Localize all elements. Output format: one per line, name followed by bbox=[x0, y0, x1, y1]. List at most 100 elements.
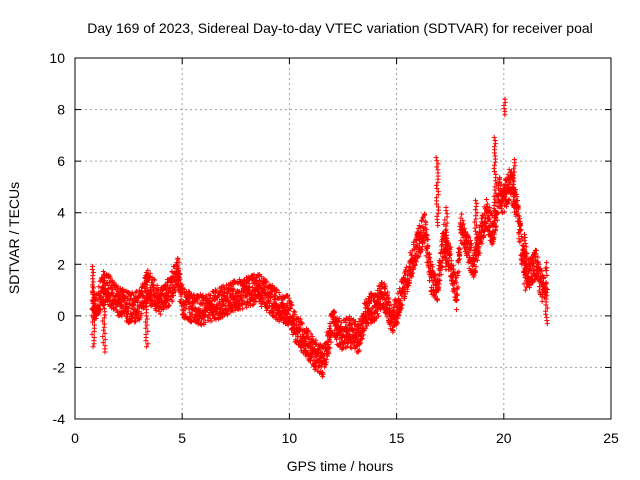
data-point bbox=[358, 331, 364, 337]
data-point bbox=[383, 283, 389, 289]
data-point bbox=[448, 258, 454, 264]
data-point bbox=[152, 277, 158, 283]
data-point bbox=[420, 215, 426, 221]
data-point bbox=[533, 248, 539, 254]
data-point bbox=[421, 238, 427, 244]
data-point bbox=[443, 263, 449, 269]
data-point bbox=[514, 198, 520, 204]
data-point bbox=[443, 223, 449, 229]
data-point bbox=[522, 247, 528, 253]
data-point bbox=[472, 219, 478, 225]
data-point bbox=[516, 231, 522, 237]
data-point bbox=[505, 172, 511, 178]
data-point bbox=[91, 322, 97, 328]
data-point bbox=[479, 241, 485, 247]
data-point bbox=[102, 287, 108, 293]
data-point bbox=[323, 359, 329, 365]
data-point bbox=[492, 162, 498, 168]
data-point bbox=[101, 293, 107, 299]
data-point bbox=[421, 211, 427, 217]
data-point bbox=[172, 289, 178, 295]
data-point bbox=[473, 213, 479, 219]
data-point bbox=[474, 231, 480, 237]
data-point bbox=[502, 96, 508, 102]
data-point bbox=[492, 196, 498, 202]
data-point bbox=[493, 141, 499, 147]
data-point bbox=[473, 269, 479, 275]
data-point bbox=[409, 270, 415, 276]
data-point bbox=[473, 253, 479, 259]
data-point bbox=[199, 321, 205, 327]
data-point bbox=[409, 274, 415, 280]
data-point bbox=[491, 193, 497, 199]
data-point bbox=[526, 281, 532, 287]
data-point bbox=[309, 334, 315, 340]
data-point bbox=[432, 293, 438, 299]
data-point bbox=[474, 200, 480, 206]
data-point bbox=[98, 306, 104, 312]
x-axis-label: GPS time / hours bbox=[287, 458, 394, 474]
data-point bbox=[523, 244, 529, 250]
data-point bbox=[412, 262, 418, 268]
data-point bbox=[305, 327, 311, 333]
data-point bbox=[522, 234, 528, 240]
data-point bbox=[344, 340, 350, 346]
data-point bbox=[457, 247, 463, 253]
data-point bbox=[109, 290, 115, 296]
data-point bbox=[427, 255, 433, 261]
data-point bbox=[388, 302, 394, 308]
data-point bbox=[472, 225, 478, 231]
data-point bbox=[90, 297, 96, 303]
data-point bbox=[90, 263, 96, 269]
data-point bbox=[378, 301, 384, 307]
data-point bbox=[196, 318, 202, 324]
data-point bbox=[145, 291, 151, 297]
data-point bbox=[361, 332, 367, 338]
data-point bbox=[543, 308, 549, 314]
data-point bbox=[280, 301, 286, 307]
data-point bbox=[517, 222, 523, 228]
data-point bbox=[395, 320, 401, 326]
data-point bbox=[493, 227, 499, 233]
data-point bbox=[433, 182, 439, 188]
data-point bbox=[512, 197, 518, 203]
data-point bbox=[139, 311, 145, 317]
data-point bbox=[130, 303, 136, 309]
x-tick-label: 20 bbox=[496, 430, 512, 446]
data-point bbox=[271, 313, 277, 319]
chart-title: Day 169 of 2023, Sidereal Day-to-day VTE… bbox=[87, 20, 593, 36]
data-point bbox=[170, 290, 176, 296]
data-point bbox=[433, 195, 439, 201]
data-point bbox=[540, 276, 546, 282]
data-point bbox=[491, 199, 497, 205]
data-point bbox=[289, 302, 295, 308]
data-point bbox=[536, 262, 542, 268]
x-tick-label: 10 bbox=[282, 430, 298, 446]
data-point bbox=[543, 267, 549, 273]
data-point bbox=[458, 238, 464, 244]
data-point bbox=[462, 226, 468, 232]
data-point bbox=[261, 296, 267, 302]
y-tick-label: 2 bbox=[57, 256, 65, 272]
data-point bbox=[336, 316, 342, 322]
data-point bbox=[143, 325, 149, 331]
data-point bbox=[402, 293, 408, 299]
data-point bbox=[101, 315, 107, 321]
data-point bbox=[510, 194, 516, 200]
data-point bbox=[442, 245, 448, 251]
data-point bbox=[488, 210, 494, 216]
data-point bbox=[376, 313, 382, 319]
data-point bbox=[276, 289, 282, 295]
data-point bbox=[144, 316, 150, 322]
data-point bbox=[492, 153, 498, 159]
data-point bbox=[413, 259, 419, 265]
data-point bbox=[91, 335, 97, 341]
data-point bbox=[456, 269, 462, 275]
data-point bbox=[461, 221, 467, 227]
data-point bbox=[90, 344, 96, 350]
data-point bbox=[506, 196, 512, 202]
data-point bbox=[147, 270, 153, 276]
data-point bbox=[425, 243, 431, 249]
data-point bbox=[434, 158, 440, 164]
data-point bbox=[144, 282, 150, 288]
